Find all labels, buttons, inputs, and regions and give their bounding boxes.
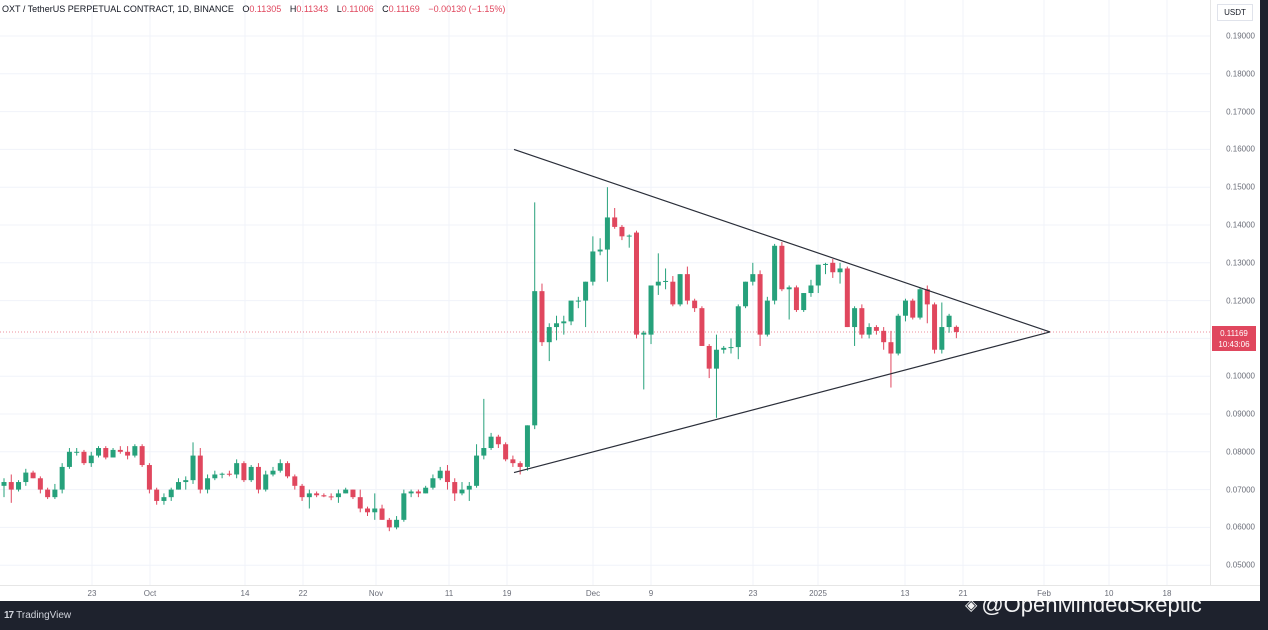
price-tick: 0.07000 [1226,485,1255,495]
tradingview-brand: TradingView [16,610,72,621]
time-tick: 19 [502,589,512,598]
time-tick: Nov [368,589,384,598]
time-tick: Dec [585,589,601,598]
symbol-title: OXT / TetherUS PERPETUAL CONTRACT, 1D, B… [2,4,234,14]
time-tick: 2025 [809,589,827,598]
currency-button[interactable]: USDT [1217,4,1253,21]
time-tick: 9 [648,589,654,598]
ohlc-low: L0.11006 [336,4,374,14]
price-tick: 0.08000 [1226,447,1255,457]
price-tick: 0.10000 [1226,371,1255,381]
time-axis[interactable]: 23 Oct 14 22 Nov 11 19 Dec 9 23 2025 13 21 Feb 10 18 [0,585,1260,602]
price-tick: 0.14000 [1226,220,1255,230]
ohlc-change: −0.00130 (−1.15%) [428,4,506,14]
price-tick: 0.19000 [1226,31,1255,41]
time-tick: 23 [87,589,97,598]
time-tick: 14 [240,589,250,598]
price-tick: 0.12000 [1226,296,1255,306]
time-tick: Oct [143,589,157,598]
price-tick: 0.15000 [1226,182,1255,192]
bar-countdown: 10:43:06 [1218,340,1250,349]
time-tick: 11 [444,589,454,598]
watermark: ◈ @OpenMindedSkeptic [965,592,1202,618]
time-tick: 13 [900,589,910,598]
chart-pane[interactable]: OXT / TetherUS PERPETUAL CONTRACT, 1D, B… [0,0,1210,585]
ohlc-high: H0.11343 [289,4,329,14]
ohlc-close: C0.11169 [382,4,420,14]
last-price-value: 0.11169 [1220,329,1248,338]
time-tick: 18 [1162,589,1172,598]
price-tick: 0.18000 [1226,69,1255,79]
price-tick: 0.13000 [1226,258,1255,268]
price-tick: 0.06000 [1226,522,1255,532]
time-tick: 21 [958,589,968,598]
price-axis[interactable]: 0.19000 0.18000 0.17000 0.16000 0.15000 0.140… [1210,0,1261,585]
candlestick-chart[interactable] [0,0,1210,585]
watermark-text: @OpenMindedSkeptic [981,592,1202,617]
time-tick: 23 [748,589,758,598]
binance-diamond-icon: ◈ [965,597,978,614]
time-tick: 10 [1104,589,1114,598]
time-tick: 22 [298,589,308,598]
time-tick: Feb [1037,589,1051,598]
symbol-legend: OXT / TetherUS PERPETUAL CONTRACT, 1D, B… [2,4,505,14]
tradingview-logo-icon: 17 [4,610,14,621]
ohlc-open: O0.11305 [242,4,282,14]
price-tick: 0.05000 [1226,560,1255,570]
price-tick: 0.09000 [1226,409,1255,419]
last-price-label: 0.11169 10:43:06 [1212,326,1256,351]
price-tick: 0.16000 [1226,144,1255,154]
tradingview-logo[interactable]: 17 TradingView [4,610,71,621]
footer-bar: 17 TradingView [0,601,1268,630]
window-edge [1260,0,1268,630]
price-tick: 0.17000 [1226,107,1255,117]
